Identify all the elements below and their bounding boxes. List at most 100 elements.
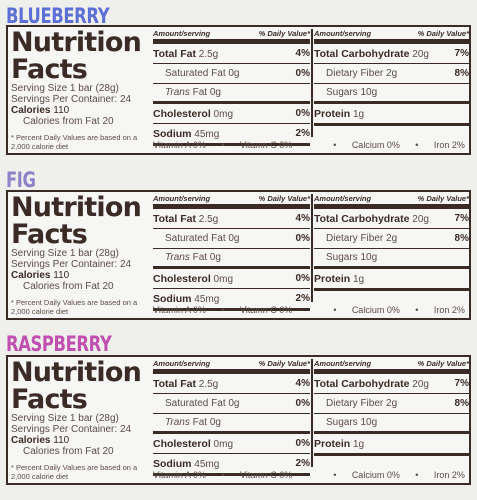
- total-carbohydrate-label: Total Carbohydrate: [314, 212, 410, 225]
- nutrition-summary: Nutrition Facts Serving Size 1 bar (28g)…: [11, 29, 149, 151]
- serving-size: Serving Size 1 bar (28g): [11, 248, 119, 259]
- dietary-fiber-percent: 8%: [454, 398, 469, 409]
- sugars-label: Sugars: [326, 252, 358, 263]
- dietary-fiber-row: Dietary Fiber 2g 8%: [314, 229, 469, 249]
- sodium-label: Sodium: [153, 457, 192, 470]
- sodium-row: Sodium 45mg 2%: [153, 289, 310, 311]
- cholesterol-value: 0mg: [213, 108, 233, 120]
- trans-fat-row: Trans Fat 0g: [153, 414, 310, 434]
- daily-value-footnote: * Percent Daily Values are based on a 2,…: [11, 298, 138, 316]
- total-fat-percent: 4%: [295, 378, 310, 389]
- calories-value: 110: [53, 105, 70, 116]
- vitamins-minerals-row: Vitamin A 0% • Vitamn C 0% • Calcium 0% …: [153, 470, 465, 480]
- sugars-value: 10g: [360, 417, 378, 428]
- sugars-row: Sugars 10g: [314, 249, 469, 269]
- vitamin-a: Vitamin A 0%: [153, 470, 206, 480]
- total-carbohydrate-row: Total Carbohydrate 20g 7%: [314, 374, 469, 394]
- dietary-fiber-row: Dietary Fiber 2g 8%: [314, 64, 469, 84]
- nutrition-title-line2: Facts: [11, 54, 88, 85]
- nutrition-title-line1: Nutrition: [11, 192, 142, 223]
- total-carbohydrate-label: Total Carbohydrate: [314, 47, 410, 60]
- column-divider: [311, 29, 313, 137]
- total-carbohydrate-percent: 7%: [454, 378, 469, 389]
- protein-label: Protein: [314, 437, 351, 450]
- total-carbohydrate-value: 20g: [412, 213, 429, 225]
- nutrient-column-right: Amount/serving % Daily Value* Total Carb…: [314, 29, 469, 126]
- dietary-fiber-label: Dietary Fiber: [326, 398, 384, 409]
- cholesterol-row: Cholesterol 0mg 0%: [153, 269, 310, 289]
- header-amount: Amount/serving: [314, 359, 372, 368]
- cholesterol-percent: 0%: [295, 273, 310, 284]
- cholesterol-row: Cholesterol 0mg 0%: [153, 434, 310, 454]
- total-fat-value: 2.5g: [198, 48, 219, 60]
- protein-row: Protein 1g: [314, 269, 469, 291]
- sodium-percent: 2%: [295, 293, 310, 304]
- trans-fat-row: Trans Fat 0g: [153, 249, 310, 269]
- calories-label: Calories: [11, 270, 51, 281]
- trans-fat-label: Trans: [165, 87, 190, 98]
- total-fat-value: 2.5g: [198, 213, 219, 225]
- calories-label: Calories: [11, 105, 51, 116]
- protein-row: Protein 1g: [314, 104, 469, 126]
- nutrition-title-line1: Nutrition: [11, 357, 142, 388]
- saturated-fat-label: Saturated Fat: [165, 233, 226, 244]
- total-carbohydrate-row: Total Carbohydrate 20g 7%: [314, 209, 469, 229]
- servings-per-container: Servings Per Container: 24: [11, 259, 132, 270]
- trans-fat-label: Trans: [165, 417, 190, 428]
- protein-value: 1g: [352, 108, 365, 120]
- nutrient-column-right: Amount/serving % Daily Value* Total Carb…: [314, 194, 469, 291]
- saturated-fat-value: 0g: [228, 398, 240, 409]
- calories: Calories 110: [11, 270, 149, 281]
- protein-value: 1g: [352, 438, 365, 450]
- saturated-fat-percent: 0%: [295, 68, 310, 79]
- header-amount: Amount/serving: [153, 359, 211, 368]
- total-fat-row: Total Fat 2.5g 4%: [153, 44, 310, 64]
- sodium-label: Sodium: [153, 292, 192, 305]
- saturated-fat-row: Saturated Fat 0g 0%: [153, 229, 310, 249]
- trans-fat-label: Trans: [165, 252, 190, 263]
- total-carbohydrate-label: Total Carbohydrate: [314, 377, 410, 390]
- nutrient-column-left: Amount/serving % Daily Value* Total Fat …: [153, 194, 310, 311]
- cholesterol-percent: 0%: [295, 108, 310, 119]
- vitamin-c: Vitamn C 0%: [239, 305, 293, 315]
- vitamin-c: Vitamn C 0%: [239, 470, 293, 480]
- flavor-title: RASPBERRY: [6, 332, 112, 356]
- iron: Iron 2%: [433, 470, 465, 480]
- sodium-row: Sodium 45mg 2%: [153, 454, 310, 476]
- column-header: Amount/serving % Daily Value*: [153, 359, 310, 374]
- flavor-title: FIG: [6, 168, 36, 192]
- total-carbohydrate-percent: 7%: [454, 213, 469, 224]
- calories-value: 110: [53, 270, 70, 281]
- bullet-separator: •: [415, 470, 419, 480]
- protein-value: 1g: [352, 273, 365, 285]
- nutrient-column-right: Amount/serving % Daily Value* Total Carb…: [314, 359, 469, 456]
- nutrient-column-left: Amount/serving % Daily Value* Total Fat …: [153, 29, 310, 146]
- daily-value-footnote: * Percent Daily Values are based on a 2,…: [11, 463, 138, 481]
- sugars-row: Sugars 10g: [314, 84, 469, 104]
- dietary-fiber-value: 2g: [386, 398, 398, 409]
- column-divider: [311, 194, 313, 302]
- saturated-fat-label: Saturated Fat: [165, 398, 226, 409]
- serving-size: Serving Size 1 bar (28g): [11, 413, 119, 424]
- dietary-fiber-label: Dietary Fiber: [326, 233, 384, 244]
- serving-size: Serving Size 1 bar (28g): [11, 83, 119, 94]
- nutrition-facts-panel: Nutrition Facts Serving Size 1 bar (28g)…: [6, 190, 471, 320]
- total-fat-label: Total Fat: [153, 212, 196, 225]
- sodium-row: Sodium 45mg 2%: [153, 124, 310, 146]
- cholesterol-percent: 0%: [295, 438, 310, 449]
- calcium: Calcium 0%: [351, 140, 400, 150]
- sugars-label: Sugars: [326, 417, 358, 428]
- dietary-fiber-value: 2g: [386, 68, 398, 79]
- nutrition-summary: Nutrition Facts Serving Size 1 bar (28g)…: [11, 359, 149, 481]
- total-carbohydrate-value: 20g: [412, 48, 429, 60]
- cholesterol-label: Cholesterol: [153, 272, 211, 285]
- saturated-fat-label: Saturated Fat: [165, 68, 226, 79]
- vitamin-c: Vitamn C 0%: [239, 140, 293, 150]
- total-fat-row: Total Fat 2.5g 4%: [153, 209, 310, 229]
- daily-value-footnote: * Percent Daily Values are based on a 2,…: [11, 133, 138, 151]
- column-header: Amount/serving % Daily Value*: [314, 29, 469, 44]
- total-fat-label: Total Fat: [153, 377, 196, 390]
- trans-fat-value: Fat 0g: [192, 417, 221, 428]
- trans-fat-value: Fat 0g: [192, 87, 221, 98]
- calories-from-fat: Calories from Fat 20: [23, 116, 114, 127]
